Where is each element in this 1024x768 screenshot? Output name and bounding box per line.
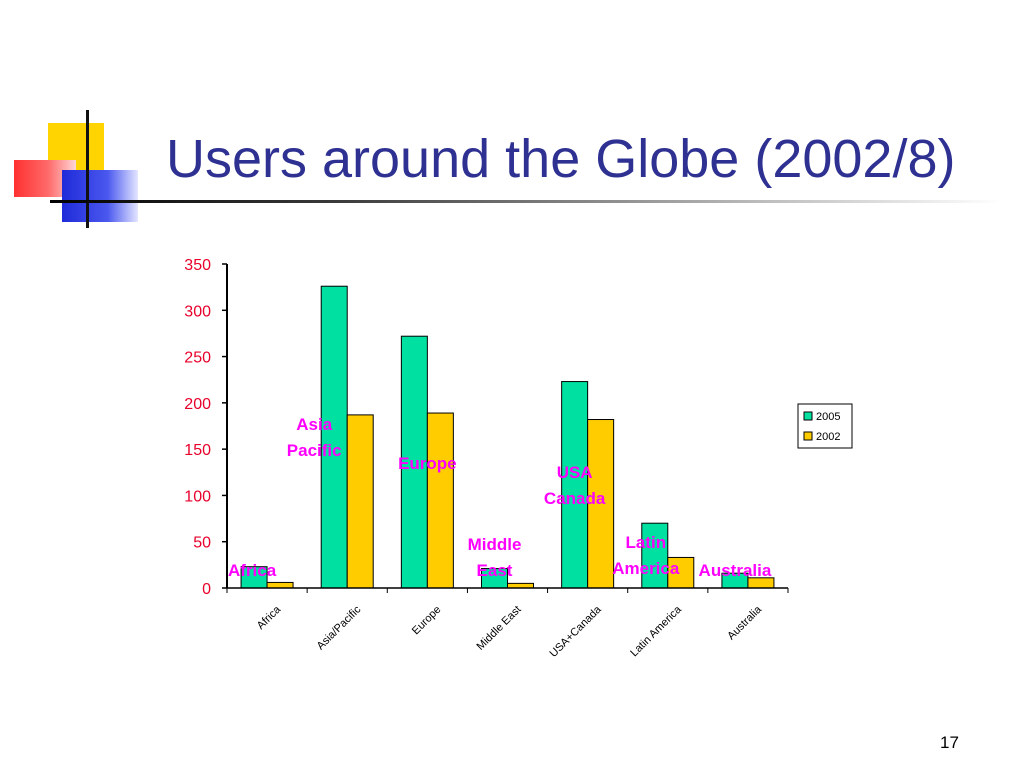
bar-2002-europe <box>426 412 454 589</box>
region-annotation: Asia <box>296 415 332 434</box>
region-annotation: Latin <box>625 533 666 552</box>
y-tick-label: 200 <box>184 396 211 413</box>
region-annotation: America <box>612 559 680 578</box>
y-tick-label: 300 <box>184 303 211 320</box>
bar-2005-latin-america <box>641 522 669 589</box>
x-tick-label: Europe <box>410 604 444 638</box>
slide-title: Users around the Globe (2002/8) <box>166 129 956 189</box>
region-annotation: USA <box>557 463 593 482</box>
legend-swatch-2002 <box>803 431 813 441</box>
region-annotation: Africa <box>228 561 277 580</box>
bar-2002-asia-pacific <box>346 414 374 589</box>
page-number: 17 <box>940 733 959 752</box>
x-tick-label: Africa <box>255 603 284 632</box>
y-tick-label: 150 <box>184 442 211 459</box>
legend-box <box>797 403 853 449</box>
y-tick-label: 250 <box>184 350 211 367</box>
x-tick-label: Middle East <box>474 604 523 653</box>
y-tick-label: 0 <box>202 581 211 598</box>
bar-2005-asia-pacific <box>320 285 348 589</box>
bar-2002-africa <box>266 581 294 589</box>
bar-2005-usa-canada <box>561 381 589 589</box>
region-annotation: Pacific <box>287 441 342 460</box>
region-annotation: Europe <box>398 454 457 473</box>
x-tick-label: Australia <box>725 603 764 642</box>
x-tick-label: Latin America <box>628 603 684 659</box>
y-tick-label: 350 <box>184 257 211 274</box>
legend-label: 2005 <box>816 411 840 423</box>
y-tick-label: 100 <box>184 488 211 505</box>
decor-blue-square <box>62 170 138 222</box>
y-tick-label: 50 <box>193 535 211 552</box>
region-annotation: Middle <box>468 535 522 554</box>
legend-swatch-2005 <box>803 411 813 421</box>
region-annotation: East <box>477 561 513 580</box>
x-tick-label: USA+Canada <box>547 603 604 660</box>
x-tick-label: Asia/Pacific <box>315 603 364 652</box>
region-annotation: Canada <box>544 489 606 508</box>
decor-vertical-line <box>86 110 89 228</box>
region-annotation: Australia <box>699 561 772 580</box>
title-underline <box>50 200 1002 203</box>
legend-label: 2002 <box>816 431 840 443</box>
